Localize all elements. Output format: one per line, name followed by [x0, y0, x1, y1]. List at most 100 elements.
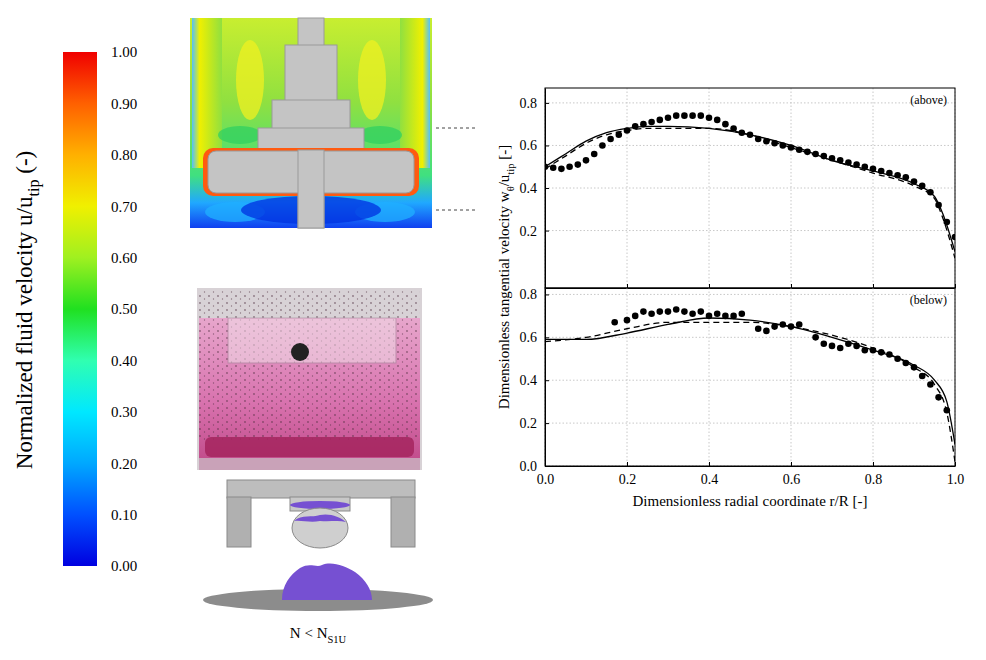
tick-mark	[791, 462, 792, 466]
sediment	[205, 437, 414, 457]
data-point	[689, 310, 696, 317]
data-point	[681, 112, 688, 119]
render-leg	[227, 497, 251, 547]
tick	[627, 284, 628, 288]
colorbar-axis: 0.000.100.200.300.400.500.600.700.800.90…	[97, 44, 137, 574]
axis-line	[545, 289, 546, 467]
data-point	[624, 317, 631, 324]
text-part: (-)	[12, 151, 37, 180]
tick-label: 1.00	[111, 44, 137, 60]
data-point	[706, 114, 713, 121]
sediment-blob	[282, 564, 372, 600]
tick-label: 0.4	[520, 181, 538, 196]
data-point	[558, 166, 565, 173]
grid-line	[791, 288, 792, 466]
render	[203, 480, 433, 611]
tick: 0.4	[520, 181, 550, 196]
data-point	[763, 328, 770, 335]
tick: 0.50	[97, 301, 137, 317]
tick-label: 0.0	[537, 472, 555, 487]
tick-label: 0.4	[520, 373, 538, 388]
tick: 0.6	[520, 330, 550, 345]
tick-label: 0.80	[111, 147, 137, 163]
section-line	[436, 210, 478, 211]
data-point	[648, 119, 655, 126]
data-point	[689, 112, 696, 119]
tick: 0.40	[97, 353, 137, 369]
data-point	[583, 157, 590, 164]
tick	[955, 284, 956, 288]
tick: 0.2	[520, 416, 550, 431]
panel-annotation: (above)	[910, 93, 947, 107]
text-part: [-]	[496, 145, 512, 164]
x-axis-title: Dimensionless radial coordinate r/R [-]	[633, 493, 868, 509]
tick-mark	[545, 231, 549, 232]
tick-mark	[955, 284, 956, 288]
tick-mark	[709, 284, 710, 288]
text-part: /u	[496, 174, 512, 186]
tick-label: 0.70	[111, 199, 137, 215]
data-point	[673, 306, 680, 313]
tick: 0.30	[97, 404, 137, 420]
cfd-region	[218, 126, 262, 144]
tick-mark	[873, 462, 874, 466]
tick-mark	[545, 423, 549, 424]
tick: 0.80	[97, 147, 137, 163]
tick: 0.10	[97, 507, 137, 523]
data-point	[665, 114, 672, 121]
grid-line	[627, 288, 628, 466]
tick-mark	[627, 284, 628, 288]
tick-label: 0.8	[520, 96, 538, 111]
data-point	[698, 308, 705, 315]
cfd-field	[190, 18, 432, 228]
tank-bottom	[199, 458, 420, 470]
tick-mark	[627, 462, 628, 466]
tick: 0.6	[520, 138, 550, 153]
grid	[545, 288, 955, 466]
tick-mark	[545, 466, 549, 467]
data-point	[796, 321, 803, 328]
y-axis: 0.2 0.4 0.6 0.8	[520, 89, 550, 289]
x-axis: 0.00.20.40.60.81.0	[537, 462, 965, 487]
grid-line	[873, 288, 874, 466]
panel-annotation: (below)	[910, 293, 947, 307]
data-point	[665, 308, 672, 315]
hub	[285, 45, 337, 105]
axis-line	[97, 53, 98, 567]
scatter-series	[611, 306, 950, 413]
tick: 0.70	[97, 199, 137, 215]
tick: 0.6	[783, 462, 801, 487]
tick: 0.4	[520, 373, 550, 388]
cfd-wall-band	[192, 18, 222, 168]
data-point	[566, 163, 573, 170]
tick-mark	[545, 294, 549, 295]
panel: 0.00.20.40.60.81.00.00.20.40.60.8(below)…	[520, 287, 965, 509]
tick: 0.2	[520, 224, 550, 239]
data-point	[722, 121, 729, 128]
tick-label: 0.0	[520, 459, 538, 474]
y-axis-title: Dimensionless tangential velocity wθ/uti…	[496, 145, 516, 409]
solid-line	[545, 126, 955, 252]
tick-label: 0.2	[520, 416, 538, 431]
tick-label: 0.10	[111, 507, 137, 523]
tick-label: 0.40	[111, 353, 137, 369]
tick-mark	[545, 103, 549, 104]
data-point	[575, 161, 582, 168]
impeller-hub-photo	[291, 343, 309, 361]
tick-label: 0.50	[111, 301, 137, 317]
tick: 0.20	[97, 456, 137, 472]
subscript: tip	[25, 180, 43, 197]
subscript: S1U	[327, 634, 346, 645]
tick	[709, 284, 710, 288]
grid-line	[545, 145, 955, 146]
photo	[197, 288, 422, 470]
text-part: N < N	[290, 625, 328, 641]
data-point	[599, 142, 606, 149]
tick-mark	[545, 188, 549, 189]
render-bar	[227, 480, 415, 498]
grid-line	[545, 423, 955, 424]
tick-label: 0.6	[520, 138, 538, 153]
tick: 0.2	[619, 462, 637, 487]
caption: N < NS1U	[290, 625, 347, 645]
data-point	[755, 325, 762, 332]
